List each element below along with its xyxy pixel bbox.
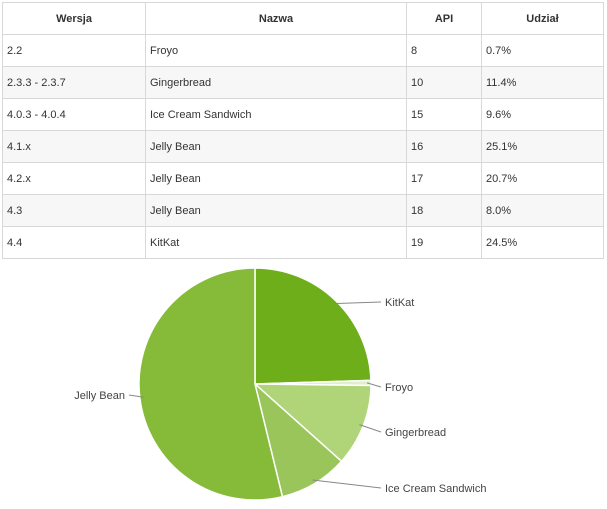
pie-leader-line [312, 479, 382, 489]
table-row: 4.4 KitKat 19 24.5% [2, 226, 604, 259]
pie-label: Gingerbread [385, 427, 446, 439]
table-header-row: Wersja Nazwa API Udział [2, 2, 604, 35]
table-row: 2.3.3 - 2.3.7 Gingerbread 10 11.4% [2, 66, 604, 99]
cell-name: Jelly Bean [145, 162, 407, 195]
cell-api: 8 [406, 34, 482, 67]
pie-leader-line [366, 382, 382, 388]
distribution-table: Wersja Nazwa API Udział 2.2 Froyo 8 0.7%… [2, 2, 604, 259]
pie-label: Jelly Bean [74, 390, 125, 402]
cell-version: 4.2.x [2, 162, 146, 195]
cell-share: 25.1% [481, 130, 604, 163]
cell-name: KitKat [145, 226, 407, 259]
version-pie-chart: KitKat Froyo Gingerbread Ice Cream Sandwich… [74, 267, 487, 501]
cell-share: 20.7% [481, 162, 604, 195]
pie-label: Ice Cream Sandwich [385, 483, 487, 495]
table-row: 4.0.3 - 4.0.4 Ice Cream Sandwich 15 9.6% [2, 98, 604, 131]
pie-leader-line [332, 301, 382, 305]
cell-name: Ice Cream Sandwich [145, 98, 407, 131]
cell-api: 10 [406, 66, 482, 99]
cell-name: Jelly Bean [145, 130, 407, 163]
cell-version: 4.3 [2, 194, 146, 227]
table-row: 2.2 Froyo 8 0.7% [2, 34, 604, 67]
cell-version: 4.4 [2, 226, 146, 259]
cell-version: 2.3.3 - 2.3.7 [2, 66, 146, 99]
column-header-api: API [406, 2, 482, 35]
pie-label: KitKat [385, 297, 414, 309]
cell-version: 2.2 [2, 34, 146, 67]
pie-leader-line [128, 394, 144, 398]
cell-api: 19 [406, 226, 482, 259]
table-row: 4.1.x Jelly Bean 16 25.1% [2, 130, 604, 163]
cell-name: Froyo [145, 34, 407, 67]
cell-version: 4.1.x [2, 130, 146, 163]
cell-share: 9.6% [481, 98, 604, 131]
cell-share: 0.7% [481, 34, 604, 67]
column-header-share: Udział [481, 2, 604, 35]
cell-api: 16 [406, 130, 482, 163]
pie-slice-kitkat [254, 267, 372, 385]
pie-slice-jelly-bean [138, 267, 284, 501]
pie-leader-line [359, 424, 382, 433]
cell-version: 4.0.3 - 4.0.4 [2, 98, 146, 131]
table-row: 4.2.x Jelly Bean 17 20.7% [2, 162, 604, 195]
cell-share: 8.0% [481, 194, 604, 227]
cell-api: 17 [406, 162, 482, 195]
column-header-version: Wersja [2, 2, 146, 35]
pie-label: Froyo [385, 382, 413, 394]
column-header-name: Nazwa [145, 2, 407, 35]
cell-share: 24.5% [481, 226, 604, 259]
cell-api: 18 [406, 194, 482, 227]
cell-share: 11.4% [481, 66, 604, 99]
cell-name: Jelly Bean [145, 194, 407, 227]
table-row: 4.3 Jelly Bean 18 8.0% [2, 194, 604, 227]
cell-name: Gingerbread [145, 66, 407, 99]
cell-api: 15 [406, 98, 482, 131]
